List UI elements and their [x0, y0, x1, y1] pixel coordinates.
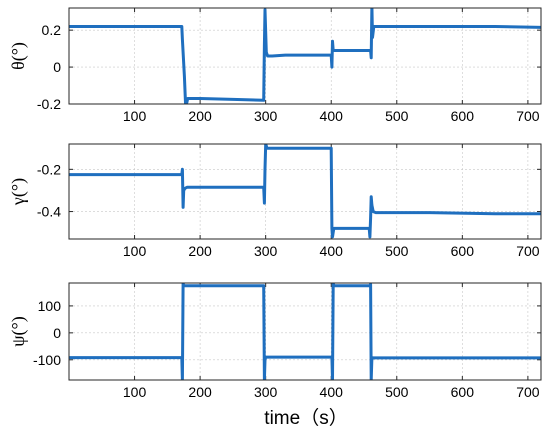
y-tick-label: 0.2 — [42, 22, 62, 38]
x-tick-label: 400 — [320, 243, 344, 259]
x-axis-label: time（s） — [264, 407, 347, 429]
y-tick-label: -100 — [33, 352, 61, 368]
x-tick-label: 700 — [516, 108, 540, 124]
x-tick-label: 100 — [123, 108, 147, 124]
y-tick-label: 0 — [53, 59, 61, 75]
plot-frame — [68, 143, 542, 240]
x-tick-label: 200 — [188, 384, 212, 400]
x-tick-label: 300 — [254, 243, 278, 259]
y-tick-label: -0.2 — [37, 161, 61, 177]
x-tick-label: 100 — [123, 243, 147, 259]
x-tick-label: 300 — [254, 384, 278, 400]
data-series-line — [69, 8, 541, 104]
y-axis-label-theta: θ(°) — [8, 42, 29, 70]
x-tick-label: 700 — [516, 384, 540, 400]
x-tick-label: 600 — [451, 108, 475, 124]
x-tick-label: 200 — [188, 243, 212, 259]
panel-gamma: 100 200 300 400 500 600 700 -0.4 -0.2 γ(°) — [8, 143, 542, 259]
x-tick-label: 500 — [385, 108, 409, 124]
x-tick-label: 500 — [385, 384, 409, 400]
x-tick-label: 100 — [123, 384, 147, 400]
x-tick-label: 500 — [385, 243, 409, 259]
y-axis-label-psi: ψ(°) — [8, 316, 29, 346]
x-tick-label: 400 — [320, 108, 344, 124]
x-tick-label: 400 — [320, 384, 344, 400]
y-tick-label: 100 — [38, 298, 62, 314]
panel-theta: 100 200 300 400 500 600 700 -0.2 0 0.2 θ(°) — [8, 7, 542, 124]
data-series-line — [69, 144, 541, 239]
data-series-line — [69, 283, 541, 380]
y-tick-label: -0.2 — [37, 96, 61, 112]
x-tick-label: 600 — [451, 243, 475, 259]
y-tick-label: -0.4 — [37, 204, 61, 220]
y-tick-label: 0 — [53, 325, 61, 341]
y-axis-label-gamma: γ(°) — [8, 178, 29, 206]
x-tick-label: 200 — [188, 108, 212, 124]
x-tick-label: 700 — [516, 243, 540, 259]
panel-psi: 100 200 300 400 500 600 700 -100 0 100 ψ(°) — [8, 282, 542, 400]
x-tick-label: 300 — [254, 108, 278, 124]
plot-frame — [68, 282, 542, 381]
plot-frame — [68, 7, 542, 105]
x-tick-label: 600 — [451, 384, 475, 400]
